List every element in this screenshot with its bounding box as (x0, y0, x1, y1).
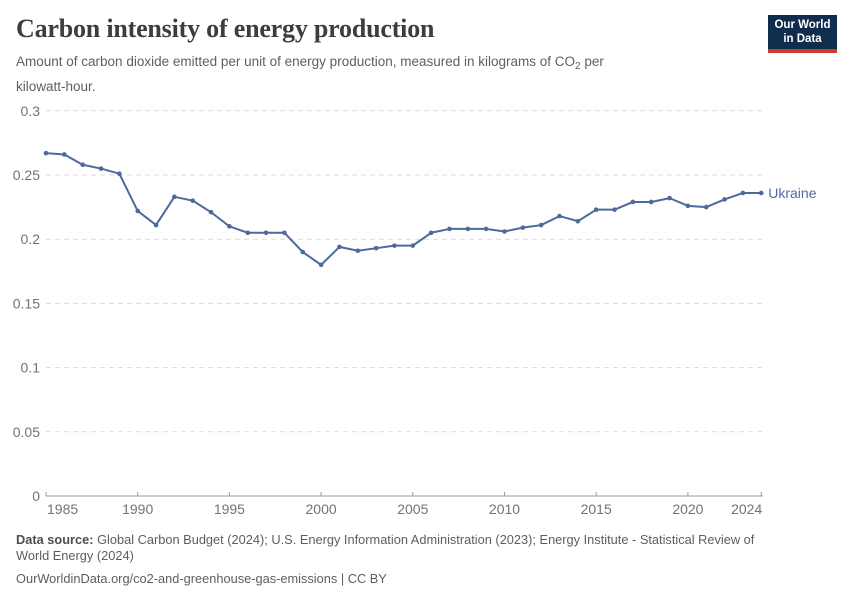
data-point (447, 226, 452, 232)
subtitle-text: Amount of carbon dioxide emitted per uni… (16, 54, 576, 69)
data-source-text: Global Carbon Budget (2024); U.S. Energy… (16, 532, 755, 563)
data-point (630, 199, 636, 205)
data-point (117, 171, 122, 177)
data-point (520, 225, 526, 230)
data-point (337, 244, 342, 250)
data-point (190, 198, 196, 203)
data-point (502, 229, 507, 234)
data-point (172, 194, 177, 200)
footer-separator: | (337, 571, 348, 586)
data-point (612, 207, 617, 212)
y-tick-label: 0.3 (21, 103, 41, 119)
data-point (483, 226, 489, 232)
owid-logo-line1: Our World (774, 19, 831, 31)
data-point (43, 150, 49, 156)
data-point (300, 249, 306, 255)
y-tick-label: 0 (32, 488, 40, 504)
data-point (263, 230, 269, 236)
y-tick-label: 0.25 (13, 167, 40, 183)
data-point (282, 230, 287, 236)
data-point (392, 243, 397, 248)
data-point (410, 243, 416, 248)
data-point (208, 209, 214, 215)
data-point (557, 213, 562, 219)
data-point (245, 230, 251, 236)
line-chart: 0 0.05 0.1 0.15 0.2 0.25 0.3 1985 1990 1995 2000 20… (13, 103, 817, 517)
data-point (227, 224, 232, 229)
y-tick-label: 0.15 (13, 295, 40, 311)
data-point (318, 262, 324, 268)
y-tick-label: 0.1 (21, 360, 41, 376)
entity-label: Ukraine (768, 185, 816, 201)
x-tick-label: 2005 (397, 501, 428, 517)
data-point (703, 204, 709, 210)
y-tick-label: 0.05 (13, 424, 40, 440)
data-point (685, 203, 691, 209)
data-point (373, 245, 379, 251)
data-point (740, 190, 746, 196)
chart-footer: Data source: Global Carbon Budget (2024)… (16, 532, 771, 587)
data-point (80, 162, 85, 168)
x-tick-label: 1990 (122, 501, 153, 517)
data-point (62, 152, 67, 157)
data-point (98, 166, 104, 171)
data-point (465, 226, 471, 232)
co2-subscript: 2 (575, 61, 581, 72)
x-tick-label: 2010 (489, 501, 520, 517)
data-point (153, 222, 159, 228)
data-point (667, 195, 672, 201)
owid-logo-line2: in Data (783, 33, 822, 45)
data-source-line: Data source: Global Carbon Budget (2024)… (16, 532, 771, 564)
y-tick-label: 0.2 (21, 231, 41, 247)
chart-title: Carbon intensity of energy production (16, 14, 435, 43)
x-tick-label: 2000 (306, 501, 337, 517)
data-point (135, 208, 140, 214)
x-tick-label: 1985 (47, 501, 78, 517)
data-point (593, 207, 599, 212)
data-point (575, 218, 581, 224)
data-point (648, 199, 654, 205)
footer-url[interactable]: OurWorldinData.org/co2-and-greenhouse-ga… (16, 571, 338, 586)
x-tick-label: 2015 (581, 501, 612, 517)
chart-subtitle: Amount of carbon dioxide emitted per uni… (16, 52, 656, 97)
x-tick-label: 2020 (672, 501, 703, 517)
x-tick-label: 1995 (214, 501, 245, 517)
data-point (722, 197, 727, 202)
data-point (758, 190, 764, 196)
footer-link-line: OurWorldinData.org/co2-and-greenhouse-ga… (16, 571, 771, 587)
data-source-label: Data source: (16, 532, 94, 547)
subtitle-text-end: per kilowatt-hour. (16, 54, 604, 94)
data-point (355, 248, 361, 254)
x-tick-label: 2024 (731, 501, 762, 517)
owid-logo: Our World in Data (768, 15, 837, 53)
data-point (428, 230, 434, 236)
data-point (538, 222, 544, 228)
data-line (45, 152, 763, 266)
license-badge: CC BY (347, 571, 387, 586)
